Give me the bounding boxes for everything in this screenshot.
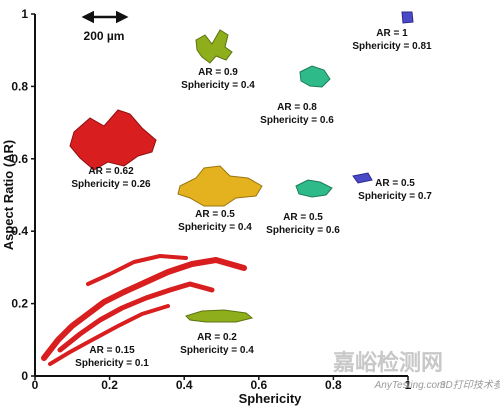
- particle-cluster-yellow: [177, 165, 263, 207]
- particle-rod-olive: [185, 309, 254, 323]
- point-label-sphericity: Sphericity = 0.4: [180, 345, 254, 356]
- x-tick-label: 0.6: [250, 378, 267, 392]
- y-axis-title: Aspect Ratio (AR): [1, 140, 16, 251]
- point-label-ar: AR = 0.15: [89, 345, 135, 356]
- point-label-sphericity: Sphericity = 0.81: [352, 41, 432, 52]
- x-tick-label: 0.2: [101, 378, 118, 392]
- watermark-note: 3D打印技术参考: [440, 379, 500, 391]
- fiber-2: [57, 281, 215, 353]
- x-axis-title: Sphericity: [239, 391, 303, 406]
- point-label-sphericity: Sphericity = 0.6: [266, 225, 340, 236]
- x-ticks: 0 0.2 0.4 0.6 0.8 1: [32, 376, 412, 392]
- fiber-4: [86, 254, 188, 286]
- point-label-sphericity: Sphericity = 0.6: [260, 115, 334, 126]
- particle-fibrous-red: [41, 254, 247, 366]
- y-ticks: 0 0.2 0.4 0.6 0.8 1: [11, 7, 35, 383]
- point-label-ar: AR = 0.62: [88, 166, 134, 177]
- y-tick-label: 0.8: [11, 79, 28, 93]
- particle-cluster-red: [69, 109, 157, 171]
- scale-bar-label: 200 µm: [84, 29, 125, 43]
- fiber-3: [48, 304, 170, 366]
- y-tick-label: 1: [21, 7, 28, 21]
- particle-cube-blue: [401, 11, 414, 24]
- x-tick-label: 0.4: [176, 378, 193, 392]
- particle-branched-olive: [195, 29, 233, 64]
- point-label-sphericity: Sphericity = 0.1: [75, 358, 149, 369]
- scale-bar: 200 µm: [81, 10, 129, 43]
- watermark: 嘉峪检测网 AnyTesting.com 3D打印技术参考: [333, 350, 500, 391]
- point-label-ar: AR = 0.2: [197, 332, 237, 343]
- particle-plate-blue: [352, 172, 373, 184]
- point-label-ar: AR = 1: [376, 28, 408, 39]
- point-label-ar: AR = 0.5: [195, 209, 235, 220]
- point-label-sphericity: Sphericity = 0.4: [181, 80, 255, 91]
- point-label-ar: AR = 0.5: [375, 178, 415, 189]
- watermark-text: 嘉峪检测网: [333, 350, 443, 375]
- x-tick-label: 0.8: [325, 378, 342, 392]
- point-label-sphericity: Sphericity = 0.4: [178, 222, 252, 233]
- particle-blob-green: [299, 65, 331, 88]
- particle-images: [41, 11, 414, 366]
- annotations: AR = 1 Sphericity = 0.81 AR = 0.9 Sphericit…: [71, 28, 432, 369]
- y-tick-label: 0: [21, 369, 28, 383]
- point-label-ar: AR = 0.8: [277, 102, 317, 113]
- point-label-sphericity: Sphericity = 0.26: [71, 179, 151, 190]
- point-label-sphericity: Sphericity = 0.7: [358, 191, 432, 202]
- y-tick-label: 0.4: [11, 224, 28, 238]
- y-tick-label: 0.2: [11, 297, 28, 311]
- y-tick-label: 0.6: [11, 152, 28, 166]
- x-tick-label: 0: [32, 378, 39, 392]
- watermark-subtext: AnyTesting.com: [374, 380, 446, 391]
- point-label-ar: AR = 0.9: [198, 67, 238, 78]
- x-tick-label: 1: [405, 378, 412, 392]
- point-label-ar: AR = 0.5: [283, 212, 323, 223]
- particle-elongated-green: [295, 179, 333, 198]
- fiber-1: [41, 257, 247, 361]
